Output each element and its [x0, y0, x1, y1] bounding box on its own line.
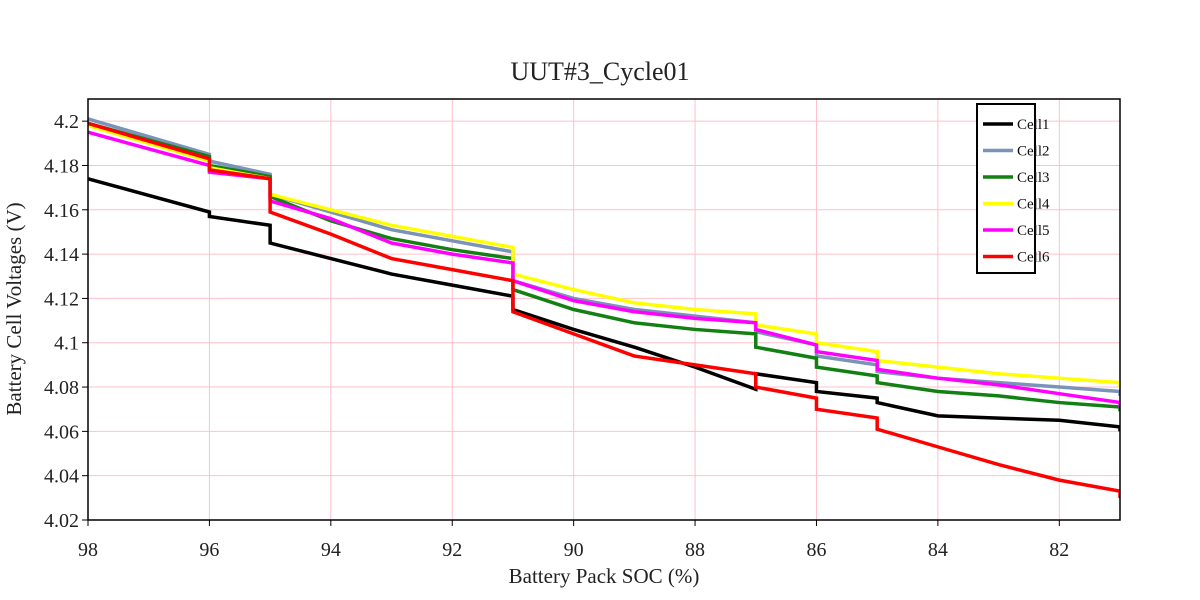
x-axis-ticks: 98 96 94 92 90 88 86 84 82: [78, 520, 1069, 561]
y-tick-label: 4.08: [44, 377, 79, 399]
legend-label: Cell5: [1017, 223, 1050, 239]
x-tick-label: 84: [928, 539, 948, 561]
y-tick-label: 4.12: [44, 288, 79, 310]
x-tick-label: 82: [1049, 539, 1069, 561]
legend-label: Cell1: [1017, 117, 1050, 133]
chart-title: UUT#3_Cycle01: [510, 57, 689, 86]
series-line-cell6: [88, 121, 1120, 498]
x-tick-label: 88: [685, 539, 705, 561]
x-tick-label: 92: [442, 539, 462, 561]
y-tick-label: 4.2: [54, 111, 79, 133]
y-tick-label: 4.16: [44, 200, 79, 222]
y-tick-label: 4.02: [44, 510, 79, 532]
legend: Cell1 Cell2 Cell3 Cell4 Cell5 Cell6: [976, 103, 1050, 274]
plot-area-border: [87, 98, 1121, 521]
y-tick-label: 4.18: [44, 155, 79, 177]
y-tick-label: 4.14: [44, 244, 79, 266]
x-tick-label: 90: [564, 539, 584, 561]
y-tick-label: 4.1: [54, 333, 79, 355]
series-lines: [88, 117, 1120, 498]
y-axis-ticks: 4.02 4.04 4.06 4.08 4.1 4.12 4.14 4.16 4.18 4.2: [44, 111, 88, 532]
y-axis-title: Battery Cell Voltages (V): [2, 202, 26, 415]
x-axis-title: Battery Pack SOC (%): [509, 564, 700, 588]
x-tick-label: 94: [321, 539, 341, 561]
x-tick-label: 96: [199, 539, 219, 561]
legend-box: [976, 103, 1036, 274]
legend-label: Cell3: [1017, 170, 1050, 186]
legend-label: Cell2: [1017, 144, 1050, 160]
x-tick-label: 86: [806, 539, 826, 561]
legend-label: Cell6: [1017, 250, 1050, 266]
x-tick-label: 98: [78, 539, 98, 561]
series-line-cell1: [88, 177, 1120, 432]
y-tick-label: 4.04: [44, 466, 79, 488]
y-tick-label: 4.06: [44, 421, 79, 443]
legend-label: Cell4: [1017, 197, 1050, 213]
